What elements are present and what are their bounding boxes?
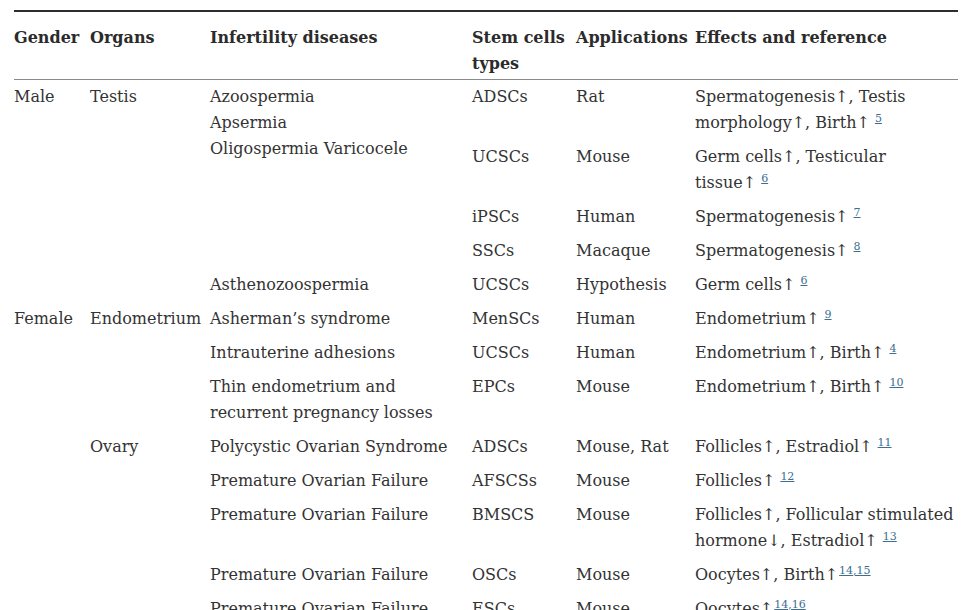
effects-cell: Germ cells↑, Testicular tissue↑6 — [695, 140, 958, 200]
reference-link-9[interactable]: 9 — [825, 308, 832, 321]
effect-text: Follicles↑, Estradiol↑ — [695, 437, 873, 456]
disease-line: Thin endometrium and — [210, 374, 464, 400]
effects-cell: Oocytes↑14,16 — [695, 592, 958, 610]
reference-link-8[interactable]: 8 — [854, 240, 861, 253]
effect-text: Oocytes↑, Birth↑ — [695, 565, 838, 584]
application-cell: Mouse, Rat — [576, 430, 695, 464]
disease-cell: Azoospermia Apsermia Oligospermia Varico… — [210, 80, 472, 269]
effect-text: Endometrium↑ — [695, 309, 820, 328]
application-cell: Hypothesis — [576, 268, 695, 302]
application-cell: Human — [576, 336, 695, 370]
stem-type-cell: iPSCs — [472, 200, 576, 234]
effects-cell: Endometrium↑ 9 — [695, 302, 958, 336]
reference-link-5[interactable]: 5 — [875, 112, 882, 125]
effect-text: Germ cells↑, Testicular tissue↑ — [695, 147, 886, 192]
application-cell: Mouse — [576, 558, 695, 592]
effects-cell: Endometrium↑, Birth↑ 4 — [695, 336, 958, 370]
column-header-effects-and-reference: Effects and reference — [695, 11, 958, 80]
effects-cell: Spermatogenesis↑, Testis morphology↑, Bi… — [695, 80, 958, 141]
organ-cell: Testis — [90, 80, 210, 303]
stem-type-cell: ADSCs — [472, 80, 576, 141]
effect-text: Endometrium↑, Birth↑ — [695, 377, 884, 396]
effect-text: Oocytes↑ — [695, 599, 773, 610]
disease-cell: Polycystic Ovarian Syndrome — [210, 430, 472, 464]
disease-line: Azoospermia — [210, 84, 464, 110]
column-header-applications: Applications — [576, 11, 695, 80]
effects-cell: Oocytes↑, Birth↑14,15 — [695, 558, 958, 592]
effects-cell: Spermatogenesis↑ 7 — [695, 200, 958, 234]
effect-text: Follicles↑ — [695, 471, 775, 490]
application-cell: Mouse — [576, 498, 695, 558]
reference-link-7[interactable]: 7 — [854, 206, 861, 219]
reference-link-13[interactable]: 13 — [883, 530, 897, 543]
reference-link-4[interactable]: 4 — [889, 342, 896, 355]
effects-cell: Germ cells↑ 6 — [695, 268, 958, 302]
effects-cell: Endometrium↑, Birth↑ 10 — [695, 370, 958, 430]
stem-type-cell: UCSCs — [472, 336, 576, 370]
stem-type-cell: MenSCs — [472, 302, 576, 336]
table-row: Male Testis Azoospermia Apsermia Oligosp… — [14, 80, 958, 141]
gender-cell: Male — [14, 80, 90, 303]
reference-link-14-15[interactable]: 14,15 — [839, 564, 871, 577]
application-cell: Mouse — [576, 592, 695, 610]
disease-cell: Premature Ovarian Failure — [210, 498, 472, 558]
effect-line: hormone↓, Estradiol↑ — [695, 531, 878, 550]
column-header-infertility-diseases: Infertility diseases — [210, 11, 472, 80]
header-row: Gender Organs Infertility diseases Stem … — [14, 11, 958, 80]
reference-link-11[interactable]: 11 — [878, 436, 892, 449]
stem-type-cell: OSCs — [472, 558, 576, 592]
effect-text: Germ cells↑ — [695, 275, 795, 294]
disease-line: Oligospermia Varicocele — [210, 136, 464, 162]
stem-type-cell: AFSCSs — [472, 464, 576, 498]
disease-cell: Premature Ovarian Failure — [210, 558, 472, 592]
disease-line: recurrent pregnancy losses — [210, 400, 464, 426]
disease-line: Apsermia — [210, 110, 464, 136]
application-cell: Mouse — [576, 370, 695, 430]
stem-type-cell: EPCs — [472, 370, 576, 430]
application-cell: Mouse — [576, 140, 695, 200]
effect-line: morphology↑, Birth↑ — [695, 113, 870, 132]
stem-type-cell: ESCs — [472, 592, 576, 610]
gender-cell: Female — [14, 302, 90, 610]
stem-type-cell: BMSCS — [472, 498, 576, 558]
column-header-stem-cells-types: Stem cells types — [472, 11, 576, 80]
disease-cell: Premature Ovarian Failure — [210, 592, 472, 610]
stem-type-cell: SSCs — [472, 234, 576, 268]
effect-line: Follicles↑, Follicular stimulated — [695, 502, 958, 528]
stem-type-cell: UCSCs — [472, 268, 576, 302]
reference-link-10[interactable]: 10 — [889, 376, 903, 389]
disease-cell: Asherman’s syndrome — [210, 302, 472, 336]
application-cell: Human — [576, 302, 695, 336]
stem-type-cell: UCSCs — [472, 140, 576, 200]
application-cell: Rat — [576, 80, 695, 141]
application-cell: Mouse — [576, 464, 695, 498]
organ-cell: Ovary — [90, 430, 210, 610]
effect-text: Spermatogenesis↑ — [695, 241, 849, 260]
effects-cell: Follicles↑, Follicular stimulated hormon… — [695, 498, 958, 558]
column-header-gender: Gender — [14, 11, 90, 80]
column-header-organs: Organs — [90, 11, 210, 80]
disease-cell: Thin endometrium and recurrent pregnancy… — [210, 370, 472, 430]
effect-line: Spermatogenesis↑, Testis — [695, 84, 958, 110]
effects-cell: Spermatogenesis↑ 8 — [695, 234, 958, 268]
reference-link-6[interactable]: 6 — [800, 274, 807, 287]
disease-cell: Premature Ovarian Failure — [210, 464, 472, 498]
stem-cell-infertility-table: Gender Organs Infertility diseases Stem … — [14, 10, 958, 610]
application-cell: Human — [576, 200, 695, 234]
reference-link-12[interactable]: 12 — [780, 470, 794, 483]
reference-link-6[interactable]: 6 — [761, 172, 768, 185]
table-row: Female Endometrium Asherman’s syndrome M… — [14, 302, 958, 336]
effect-text: Endometrium↑, Birth↑ — [695, 343, 884, 362]
table-row: Ovary Polycystic Ovarian Syndrome ADSCs … — [14, 430, 958, 464]
application-cell: Macaque — [576, 234, 695, 268]
effect-text: Spermatogenesis↑ — [695, 207, 849, 226]
disease-cell: Intrauterine adhesions — [210, 336, 472, 370]
reference-link-14-16[interactable]: 14,16 — [774, 598, 806, 610]
effects-cell: Follicles↑, Estradiol↑ 11 — [695, 430, 958, 464]
organ-cell: Endometrium — [90, 302, 210, 430]
disease-cell: Asthenozoospermia — [210, 268, 472, 302]
table-container: Gender Organs Infertility diseases Stem … — [0, 0, 972, 610]
effects-cell: Follicles↑ 12 — [695, 464, 958, 498]
stem-type-cell: ADSCs — [472, 430, 576, 464]
